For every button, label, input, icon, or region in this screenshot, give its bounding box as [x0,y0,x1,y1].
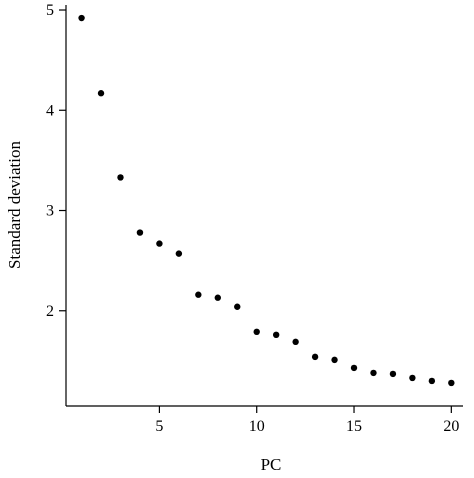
y-tick-label: 5 [46,2,54,19]
data-point [292,338,299,346]
x-axis-label: PC [261,455,282,474]
data-points [78,14,455,387]
data-point [370,369,377,377]
data-point [428,377,436,385]
data-point [156,240,163,247]
x-tick-label: 15 [346,418,362,435]
y-axis-label: Standard deviation [5,141,24,269]
data-point [448,379,455,387]
y-tick-label: 2 [46,303,54,320]
data-point [117,174,124,181]
data-point [409,374,416,382]
data-point [311,353,319,361]
x-tick-label: 20 [443,418,459,435]
data-point [253,328,260,336]
y-tick-label: 4 [46,102,54,119]
data-point [214,294,221,301]
data-point [175,250,183,257]
data-point [331,356,338,364]
data-point [389,370,397,378]
data-point [136,229,144,236]
data-point [195,291,202,298]
x-axis-ticks: 5 10 15 20 [155,406,459,435]
plot-area: 5 10 15 20 2 3 4 5 [46,2,463,435]
x-tick-label: 5 [155,418,163,435]
data-point [272,331,280,339]
y-tick-label: 3 [46,203,54,220]
data-point [78,14,85,22]
x-tick-label: 10 [249,418,265,435]
data-point [234,303,241,310]
y-axis-ticks: 2 3 4 5 [46,2,66,320]
data-point [350,364,358,372]
data-point [97,90,105,97]
